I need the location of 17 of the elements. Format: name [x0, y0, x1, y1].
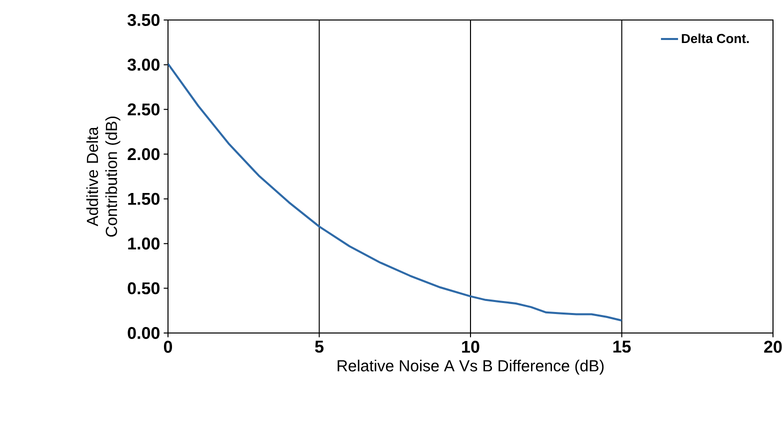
x-tick-label: 15 [613, 340, 631, 353]
x-axis-title: Relative Noise A Vs B Difference (dB) [338, 360, 604, 375]
y-tick-label: 3.00 [128, 58, 160, 71]
y-tick-label: 2.00 [128, 148, 160, 160]
y-tick-label: 3.50 [128, 14, 160, 26]
y-tick-label: 1.00 [128, 238, 160, 250]
x-tick-label: 10 [462, 340, 480, 353]
legend-label: Delta Cont. [682, 34, 749, 44]
y-tick-label: 2.50 [128, 103, 160, 116]
y-tick-label: 1.50 [128, 192, 160, 205]
y-axis-title: Additive Delta Contribution (dB) [86, 116, 120, 237]
y-tick-label: 0.00 [128, 326, 160, 340]
line-series [168, 62, 623, 322]
y-tick-label: 0.50 [128, 282, 160, 294]
x-tick-label: 0 [164, 340, 172, 353]
x-tick-label: 20 [764, 340, 782, 353]
x-tick-label: 5 [315, 340, 324, 353]
